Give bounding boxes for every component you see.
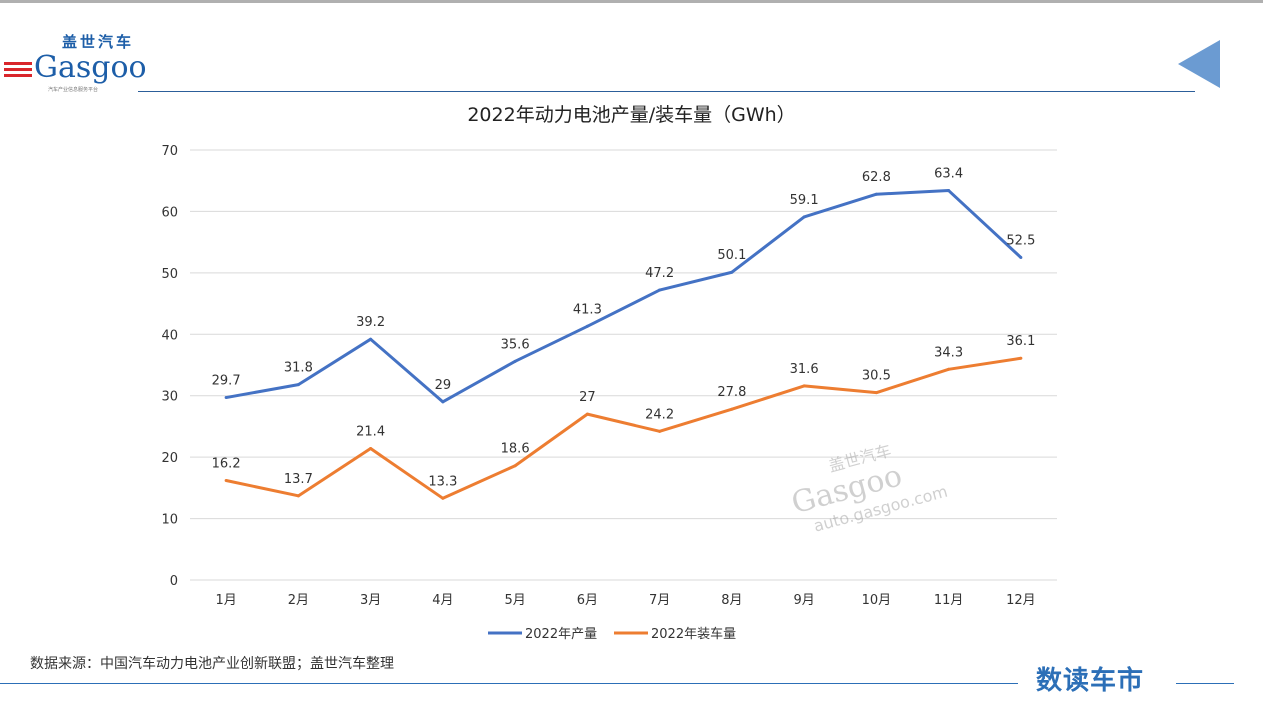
logo-tagline: 汽车产业信息服务平台 bbox=[48, 87, 99, 93]
x-tick-label: 10月 bbox=[862, 593, 892, 608]
y-tick-label: 40 bbox=[161, 328, 178, 343]
top-border bbox=[0, 0, 1263, 3]
data-label: 41.3 bbox=[573, 302, 602, 317]
data-point bbox=[730, 270, 734, 274]
data-label: 36.1 bbox=[1006, 334, 1035, 349]
data-label: 31.8 bbox=[284, 361, 313, 376]
data-label: 34.3 bbox=[934, 345, 963, 360]
x-tick-label: 8月 bbox=[721, 593, 742, 608]
data-label: 59.1 bbox=[790, 193, 819, 208]
data-label: 63.4 bbox=[934, 167, 963, 182]
data-label: 27 bbox=[579, 390, 596, 405]
back-triangle-icon[interactable] bbox=[1178, 40, 1220, 88]
data-point bbox=[730, 407, 734, 411]
gasgoo-logo: 盖世汽车 Gasgoo 汽车产业信息服务平台 bbox=[4, 34, 154, 96]
data-label: 24.2 bbox=[645, 407, 674, 422]
data-point bbox=[1019, 356, 1023, 360]
x-tick-label: 5月 bbox=[504, 593, 525, 608]
data-point bbox=[874, 391, 878, 395]
data-label: 29.7 bbox=[212, 374, 241, 389]
data-point bbox=[585, 324, 589, 328]
data-label: 13.7 bbox=[284, 472, 313, 487]
series-line-0 bbox=[225, 189, 1022, 404]
data-source: 数据来源：中国汽车动力电池产业创新联盟；盖世汽车整理 bbox=[30, 656, 394, 672]
data-point bbox=[369, 447, 373, 451]
legend-label: 2022年产量 bbox=[525, 627, 597, 642]
x-tick-label: 11月 bbox=[934, 593, 964, 608]
x-tick-label: 9月 bbox=[793, 593, 814, 608]
data-label: 62.8 bbox=[862, 170, 891, 185]
x-tick-label: 3月 bbox=[360, 593, 381, 608]
footer-line-right bbox=[1176, 683, 1234, 684]
x-tick-label: 12月 bbox=[1006, 593, 1036, 608]
data-point bbox=[224, 478, 228, 482]
y-tick-label: 70 bbox=[161, 144, 178, 159]
y-tick-label: 0 bbox=[170, 574, 178, 589]
data-label: 27.8 bbox=[717, 385, 746, 400]
data-label: 21.4 bbox=[356, 425, 385, 440]
logo-cn: 盖世汽车 bbox=[62, 33, 135, 51]
y-tick-label: 50 bbox=[161, 267, 178, 282]
header-divider bbox=[138, 91, 1195, 92]
data-label: 50.1 bbox=[717, 248, 746, 263]
y-tick-label: 30 bbox=[161, 390, 178, 405]
data-label: 29 bbox=[435, 378, 452, 393]
data-point bbox=[369, 337, 373, 341]
data-label: 18.6 bbox=[501, 442, 530, 457]
data-label: 16.2 bbox=[212, 456, 241, 471]
data-point bbox=[296, 494, 300, 498]
data-label: 30.5 bbox=[862, 369, 891, 384]
data-point bbox=[441, 496, 445, 500]
data-point bbox=[1019, 256, 1023, 259]
data-point bbox=[513, 359, 517, 363]
data-point bbox=[802, 384, 806, 388]
x-tick-label: 6月 bbox=[577, 593, 598, 608]
data-point bbox=[585, 412, 589, 416]
data-label: 35.6 bbox=[501, 337, 530, 352]
series-line-1 bbox=[225, 356, 1022, 500]
data-point bbox=[802, 215, 806, 219]
x-tick-label: 2月 bbox=[288, 593, 309, 608]
data-point bbox=[296, 383, 300, 387]
data-point bbox=[874, 192, 878, 196]
y-tick-label: 60 bbox=[161, 205, 178, 220]
data-point bbox=[947, 367, 951, 371]
data-point bbox=[513, 464, 517, 468]
footer-line bbox=[0, 683, 1018, 684]
logo-en: Gasgoo bbox=[34, 50, 147, 85]
data-point bbox=[441, 400, 445, 404]
data-label: 31.6 bbox=[790, 362, 819, 377]
data-point bbox=[947, 189, 951, 193]
data-point bbox=[658, 429, 662, 433]
data-label: 39.2 bbox=[356, 315, 385, 330]
data-point bbox=[224, 396, 228, 400]
legend-label: 2022年装车量 bbox=[651, 626, 736, 642]
brand-logo: 数读车市 bbox=[1036, 666, 1145, 696]
chart-title: 2022年动力电池产量/装车量（GWh） bbox=[467, 104, 796, 126]
data-point bbox=[658, 288, 662, 292]
x-tick-label: 4月 bbox=[432, 593, 453, 608]
logo-stripes bbox=[4, 62, 32, 78]
y-tick-label: 20 bbox=[161, 451, 178, 466]
x-tick-label: 7月 bbox=[649, 593, 670, 608]
data-label: 52.5 bbox=[1006, 234, 1035, 249]
data-label: 47.2 bbox=[645, 266, 674, 281]
x-tick-label: 1月 bbox=[215, 593, 236, 608]
y-tick-label: 10 bbox=[161, 513, 178, 528]
data-label: 13.3 bbox=[428, 474, 457, 489]
